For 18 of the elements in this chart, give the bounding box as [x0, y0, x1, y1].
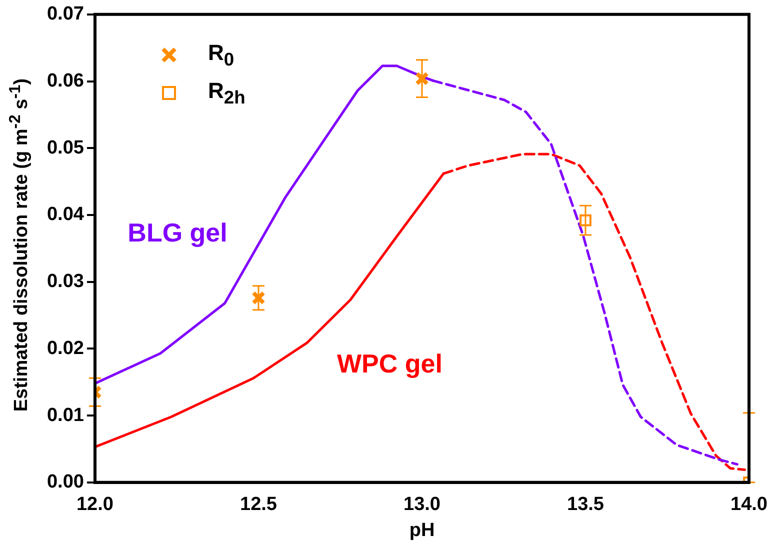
- y-tick-label: 0.07: [46, 4, 84, 25]
- y-tick-label: 0.05: [46, 137, 84, 158]
- y-tick-label: 0.01: [46, 404, 84, 426]
- y-tick-label: 0.00: [46, 472, 84, 493]
- x-axis-title: pH: [409, 520, 435, 541]
- x-tick-label: 14.0: [730, 494, 768, 516]
- legend-label: R$_{2h}$: [208, 78, 246, 108]
- x-tick-label: 13.0: [404, 494, 440, 516]
- x-tick-label: 13.5: [567, 494, 604, 516]
- legend-label: R$_{0}$: [208, 40, 234, 70]
- x-tick-label: 12.0: [76, 494, 114, 516]
- y-tick-label: 0.04: [46, 204, 84, 226]
- series-label: BLG gel: [128, 218, 228, 248]
- y-tick-label: 0.03: [46, 271, 84, 292]
- y-tick-label: 0.02: [46, 338, 84, 359]
- y-tick-label: 0.06: [46, 70, 84, 92]
- x-tick-label: 12.5: [240, 494, 278, 516]
- series-label: WPC gel: [336, 348, 442, 379]
